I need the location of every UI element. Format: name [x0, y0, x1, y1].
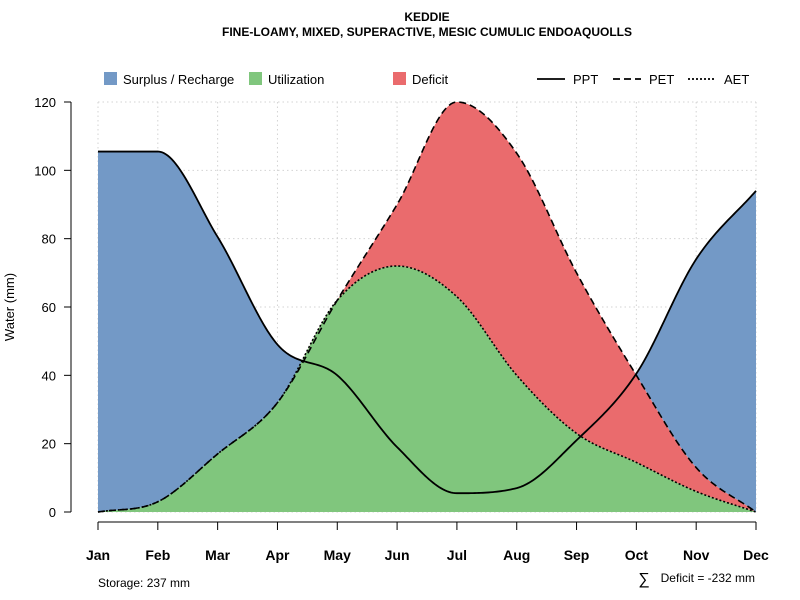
legend-swatch — [249, 72, 262, 85]
y-tick-label: 60 — [42, 300, 56, 315]
axes: 0 20 40 60 80 100 120 Jan Feb Mar Apr May Jun Jul Aug S… — [34, 95, 769, 563]
x-tick-label: Dec — [743, 547, 769, 563]
x-tick-label: May — [324, 547, 351, 563]
y-tick-label: 120 — [34, 95, 56, 110]
x-tick-label: Sep — [564, 547, 590, 563]
legend-label: Utilization — [268, 72, 324, 87]
legend-label: Deficit — [412, 72, 449, 87]
deficit-annotation: Deficit = -232 mm — [661, 571, 755, 585]
chart-subtitle: FINE-LOAMY, MIXED, SUPERACTIVE, MESIC CU… — [222, 25, 632, 39]
x-tick-label: Aug — [503, 547, 530, 563]
legend-label: PET — [649, 72, 674, 87]
legend-label: AET — [724, 72, 749, 87]
deficit-area — [98, 102, 756, 512]
y-tick-label: 80 — [42, 232, 56, 247]
x-tick-label: Jun — [385, 547, 410, 563]
x-tick-label: Nov — [683, 547, 710, 563]
surplus-area — [98, 102, 756, 512]
x-tick-label: Mar — [205, 547, 230, 563]
chart-title: KEDDIE — [404, 10, 449, 24]
series-line-ppt — [98, 150, 757, 495]
x-tick-label: Feb — [145, 547, 170, 563]
x-tick-label: Jan — [86, 547, 110, 563]
deficit-sum-symbol: ∑ — [638, 571, 649, 588]
legend-label: Surplus / Recharge — [123, 72, 234, 87]
x-tick-label: Apr — [265, 547, 290, 563]
legend-label: PPT — [573, 72, 598, 87]
legend: Surplus / Recharge Utilization Deficit PPT P… — [104, 72, 749, 87]
storage-annotation: Storage: 237 mm — [98, 576, 190, 590]
y-tick-label: 20 — [42, 437, 56, 452]
legend-swatch — [393, 72, 406, 85]
y-axis-label: Water (mm) — [2, 273, 17, 341]
y-tick-label: 40 — [42, 368, 56, 383]
utilization-area — [98, 266, 756, 512]
x-tick-label: Oct — [625, 547, 649, 563]
legend-swatch — [104, 72, 117, 85]
x-tick-label: Jul — [447, 547, 467, 563]
area-fills — [98, 102, 756, 512]
y-tick-label: 100 — [34, 163, 56, 178]
series-lines — [97, 101, 757, 513]
y-tick-label: 0 — [49, 505, 56, 520]
series-line-aet — [97, 265, 757, 513]
